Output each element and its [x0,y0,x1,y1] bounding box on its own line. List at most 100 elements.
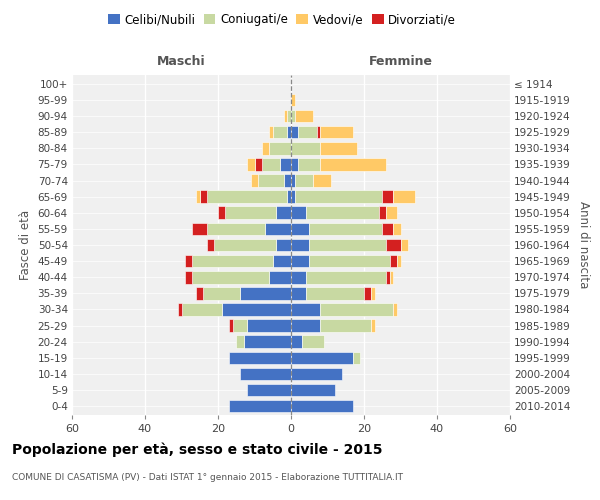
Bar [291,287,305,300]
Text: Maschi: Maschi [157,54,206,68]
Bar [397,255,401,268]
Bar [214,238,277,252]
Bar [244,336,291,348]
Bar [313,174,331,187]
Bar [262,158,280,170]
Bar [298,126,317,138]
Bar [193,255,273,268]
Bar [320,126,353,138]
Bar [225,206,277,219]
Bar [291,142,320,154]
Bar [295,190,382,203]
Bar [251,174,258,187]
Bar [302,336,324,348]
Bar [291,368,342,380]
Bar [386,238,401,252]
Bar [291,190,295,203]
Bar [178,303,182,316]
Bar [320,303,393,316]
Bar [291,174,295,187]
Legend: Celibi/Nubili, Coniugati/e, Vedovi/e, Divorziati/e: Celibi/Nubili, Coniugati/e, Vedovi/e, Di… [103,8,461,31]
Bar [291,158,298,170]
Bar [273,126,287,138]
Bar [236,336,244,348]
Y-axis label: Fasce di età: Fasce di età [19,210,32,280]
Bar [295,174,313,187]
Bar [291,255,309,268]
Bar [393,222,401,235]
Bar [229,320,233,332]
Bar [320,158,386,170]
Bar [265,222,291,235]
Bar [320,320,371,332]
Y-axis label: Anni di nascita: Anni di nascita [577,202,590,288]
Bar [269,126,273,138]
Bar [193,271,269,283]
Bar [284,174,291,187]
Bar [233,320,247,332]
Bar [207,238,214,252]
Bar [200,190,207,203]
Bar [298,158,320,170]
Bar [284,110,287,122]
Bar [221,303,291,316]
Bar [291,336,302,348]
Bar [287,126,291,138]
Bar [393,303,397,316]
Bar [240,368,291,380]
Bar [291,222,309,235]
Bar [364,287,371,300]
Bar [258,174,284,187]
Text: Popolazione per età, sesso e stato civile - 2015: Popolazione per età, sesso e stato civil… [12,442,383,457]
Bar [207,222,265,235]
Bar [317,126,320,138]
Bar [371,320,375,332]
Bar [393,190,415,203]
Bar [273,255,291,268]
Bar [229,352,291,364]
Bar [269,142,291,154]
Bar [291,94,295,106]
Bar [386,206,397,219]
Bar [196,190,200,203]
Bar [291,206,305,219]
Bar [389,255,397,268]
Bar [320,142,356,154]
Bar [295,110,313,122]
Bar [229,400,291,412]
Bar [291,238,309,252]
Bar [291,400,353,412]
Bar [262,142,269,154]
Bar [254,158,262,170]
Bar [401,238,408,252]
Bar [247,384,291,396]
Bar [277,238,291,252]
Bar [305,206,379,219]
Bar [379,206,386,219]
Bar [291,110,295,122]
Bar [247,158,254,170]
Bar [280,158,291,170]
Bar [291,126,298,138]
Bar [203,287,240,300]
Bar [287,110,291,122]
Bar [291,352,353,364]
Bar [305,287,364,300]
Bar [389,271,393,283]
Bar [277,206,291,219]
Bar [181,303,221,316]
Bar [305,271,386,283]
Bar [291,384,335,396]
Bar [382,222,393,235]
Bar [269,271,291,283]
Bar [247,320,291,332]
Bar [371,287,375,300]
Bar [218,206,226,219]
Bar [291,303,320,316]
Bar [207,190,287,203]
Bar [291,271,305,283]
Bar [193,222,207,235]
Bar [291,320,320,332]
Bar [309,238,386,252]
Bar [353,352,361,364]
